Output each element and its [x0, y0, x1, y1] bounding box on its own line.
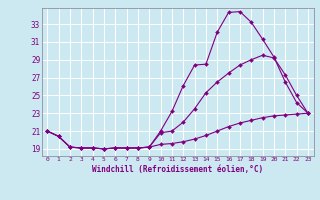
X-axis label: Windchill (Refroidissement éolien,°C): Windchill (Refroidissement éolien,°C): [92, 165, 263, 174]
